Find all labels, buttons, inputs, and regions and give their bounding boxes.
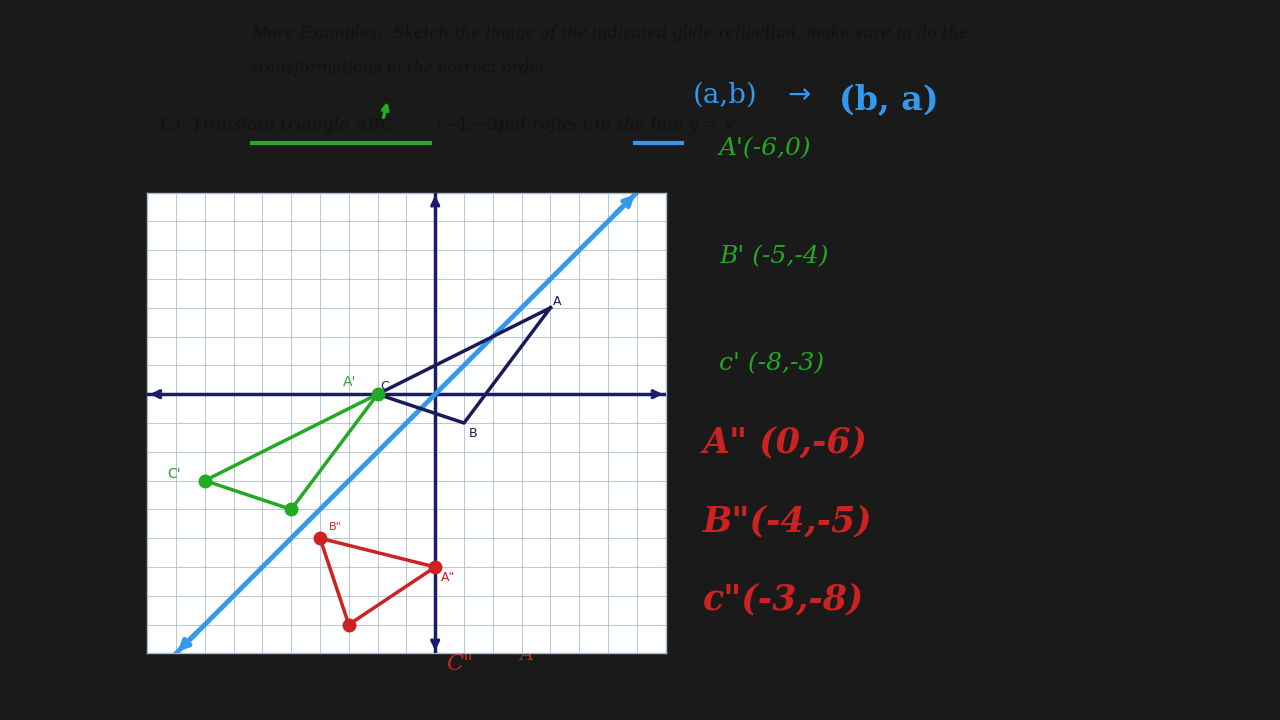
Text: →: → [787, 81, 810, 109]
Text: A" (0,-6): A" (0,-6) [703, 426, 868, 460]
Text: (a,b): (a,b) [692, 81, 758, 108]
Text: More Examples:  Sketch the image of the indicated glide reflection, make sure to: More Examples: Sketch the image of the i… [252, 24, 969, 42]
Text: B"(-4,-5): B"(-4,-5) [703, 504, 872, 539]
Text: ⟨−4,−3⟩: ⟨−4,−3⟩ [435, 117, 506, 134]
Point [244, 138, 260, 147]
Text: 1.)  Translate triangle ABC: 1.) Translate triangle ABC [157, 117, 399, 134]
Text: C': C' [168, 467, 180, 481]
Text: A': A' [343, 374, 356, 389]
Point [422, 138, 438, 147]
Text: C": C" [445, 653, 474, 675]
Point [675, 138, 690, 147]
Text: transformations in the correct order.: transformations in the correct order. [252, 60, 550, 77]
Text: c"(-3,-8): c"(-3,-8) [703, 582, 864, 616]
Text: B": B" [329, 521, 342, 531]
Text: A'(-6,0): A'(-6,0) [719, 137, 812, 160]
Text: B' (-5,-4): B' (-5,-4) [719, 245, 829, 268]
Text: c' (-8,-3): c' (-8,-3) [719, 353, 824, 376]
Text: A: A [553, 295, 562, 308]
Text: A": A" [520, 646, 543, 664]
Point [627, 138, 643, 147]
Text: B: B [468, 428, 477, 441]
Text: (b, a): (b, a) [840, 83, 940, 116]
Text: A": A" [440, 572, 456, 585]
Text: and reflect in the line y = x .: and reflect in the line y = x . [488, 117, 745, 134]
Text: C: C [380, 380, 389, 393]
